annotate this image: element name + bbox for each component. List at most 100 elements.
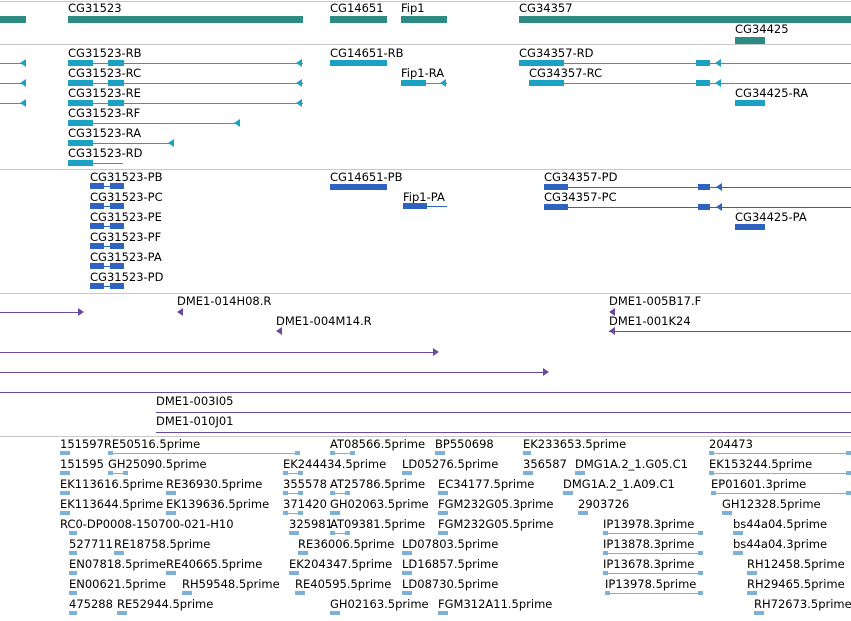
est-block[interactable] <box>335 511 340 515</box>
est-feature[interactable] <box>108 453 300 454</box>
transcript-feature[interactable] <box>0 83 25 84</box>
est-label[interactable]: EP01601.3prime <box>711 477 807 491</box>
est-block[interactable] <box>298 491 303 495</box>
protein-label[interactable]: CG31523-PB <box>90 170 163 184</box>
est-block[interactable] <box>438 531 443 535</box>
protein-label[interactable]: CG31523-PE <box>90 210 162 224</box>
transcript-label[interactable]: CG31523-RC <box>68 66 142 80</box>
est-block[interactable] <box>123 471 128 475</box>
est-block[interactable] <box>345 491 350 495</box>
protein-feature[interactable] <box>544 207 851 208</box>
protein-feature[interactable] <box>90 286 124 287</box>
est-block[interactable] <box>583 511 588 515</box>
est-block[interactable] <box>69 611 74 615</box>
est-label[interactable]: GH25090.5prime <box>108 457 207 471</box>
est-block[interactable] <box>523 471 528 475</box>
est-label[interactable]: IP13878.3prime <box>603 537 695 551</box>
est-label[interactable]: FGM232G05.5prime <box>438 517 554 531</box>
transcript-feature[interactable] <box>330 60 387 66</box>
est-label[interactable]: EK153244.5prime <box>709 457 813 471</box>
est-block[interactable] <box>108 451 113 455</box>
est-block[interactable] <box>295 591 300 595</box>
cds-block[interactable] <box>403 203 427 209</box>
est-label[interactable]: RE52944.5prime <box>117 597 214 611</box>
est-block[interactable] <box>345 531 350 535</box>
protein-feature[interactable] <box>90 266 124 267</box>
cds-block[interactable] <box>544 184 568 190</box>
est-block[interactable] <box>298 551 303 555</box>
est-block[interactable] <box>846 451 851 455</box>
protein-feature[interactable] <box>90 226 124 227</box>
est-block[interactable] <box>166 511 171 515</box>
est-block[interactable] <box>402 471 407 475</box>
est-label[interactable]: EK233653.5prime <box>523 437 627 451</box>
exon-block[interactable] <box>68 120 93 126</box>
est-label[interactable]: AT09381.5prime <box>330 517 426 531</box>
est-block[interactable] <box>438 491 443 495</box>
est-block[interactable] <box>407 571 412 575</box>
transcript-label[interactable]: CG31523-RA <box>68 126 142 140</box>
clone-feature[interactable] <box>0 372 545 373</box>
est-label[interactable]: LD08730.5prime <box>402 577 499 591</box>
est-block[interactable] <box>733 551 738 555</box>
gene-label[interactable]: CG34425 <box>735 22 789 36</box>
gene-feature[interactable] <box>401 16 447 23</box>
est-feature[interactable] <box>709 473 851 474</box>
cds-block[interactable] <box>110 263 124 269</box>
est-label[interactable]: EN00621.5prime <box>69 577 166 591</box>
cds-block[interactable] <box>90 223 104 229</box>
cds-block[interactable] <box>90 203 104 209</box>
est-label[interactable]: DMG1A.2_1.A09.C1 <box>563 477 675 491</box>
est-block[interactable] <box>738 531 743 535</box>
est-block[interactable] <box>119 551 124 555</box>
est-block[interactable] <box>171 491 176 495</box>
cds-block[interactable] <box>110 223 124 229</box>
clone-label[interactable]: DME1-005B17.F <box>609 294 702 308</box>
protein-label[interactable]: CG34357-PC <box>544 190 617 204</box>
transcript-feature[interactable] <box>68 63 303 64</box>
est-label[interactable]: GH02063.5prime <box>330 497 429 511</box>
est-label[interactable]: RH12458.5prime <box>747 557 845 571</box>
est-block[interactable] <box>114 551 119 555</box>
est-feature[interactable] <box>283 513 303 514</box>
protein-feature[interactable] <box>544 187 851 188</box>
est-block[interactable] <box>846 491 851 495</box>
est-block[interactable] <box>330 491 335 495</box>
est-label[interactable]: EK244434.5prime <box>283 457 387 471</box>
cds-block[interactable] <box>90 263 104 269</box>
est-block[interactable] <box>69 551 74 555</box>
gene-feature[interactable] <box>68 16 303 23</box>
est-block[interactable] <box>727 511 732 515</box>
est-block[interactable] <box>407 591 412 595</box>
clone-label[interactable]: DME1-001K24 <box>609 314 691 328</box>
est-block[interactable] <box>575 471 580 475</box>
est-label[interactable]: 325981 <box>289 517 333 531</box>
est-block[interactable] <box>698 571 703 575</box>
protein-feature[interactable] <box>90 206 124 207</box>
est-block[interactable] <box>402 571 407 575</box>
cds-block[interactable] <box>698 184 710 190</box>
protein-label[interactable]: CG31523-PD <box>90 270 164 284</box>
est-feature[interactable] <box>709 453 851 454</box>
est-feature[interactable] <box>603 553 703 554</box>
transcript-feature[interactable] <box>68 123 240 124</box>
est-block[interactable] <box>294 531 299 535</box>
est-block[interactable] <box>335 611 340 615</box>
est-feature[interactable] <box>108 473 128 474</box>
est-block[interactable] <box>747 571 752 575</box>
cds-block[interactable] <box>110 283 124 289</box>
est-feature[interactable] <box>603 533 703 534</box>
est-block[interactable] <box>443 531 448 535</box>
est-block[interactable] <box>752 571 757 575</box>
est-block[interactable] <box>166 571 171 575</box>
transcript-label[interactable]: CG34425-RA <box>735 86 809 100</box>
est-block[interactable] <box>563 491 568 495</box>
est-label[interactable]: RC0-DP0008-150700-021-H10 <box>60 517 234 531</box>
exon-block[interactable] <box>68 80 93 86</box>
cds-block[interactable] <box>110 183 124 189</box>
est-label[interactable]: GH02163.5prime <box>330 597 429 611</box>
est-block[interactable] <box>298 511 303 515</box>
gene-label[interactable]: CG14651 <box>330 1 384 15</box>
est-block[interactable] <box>402 591 407 595</box>
est-block[interactable] <box>60 471 65 475</box>
